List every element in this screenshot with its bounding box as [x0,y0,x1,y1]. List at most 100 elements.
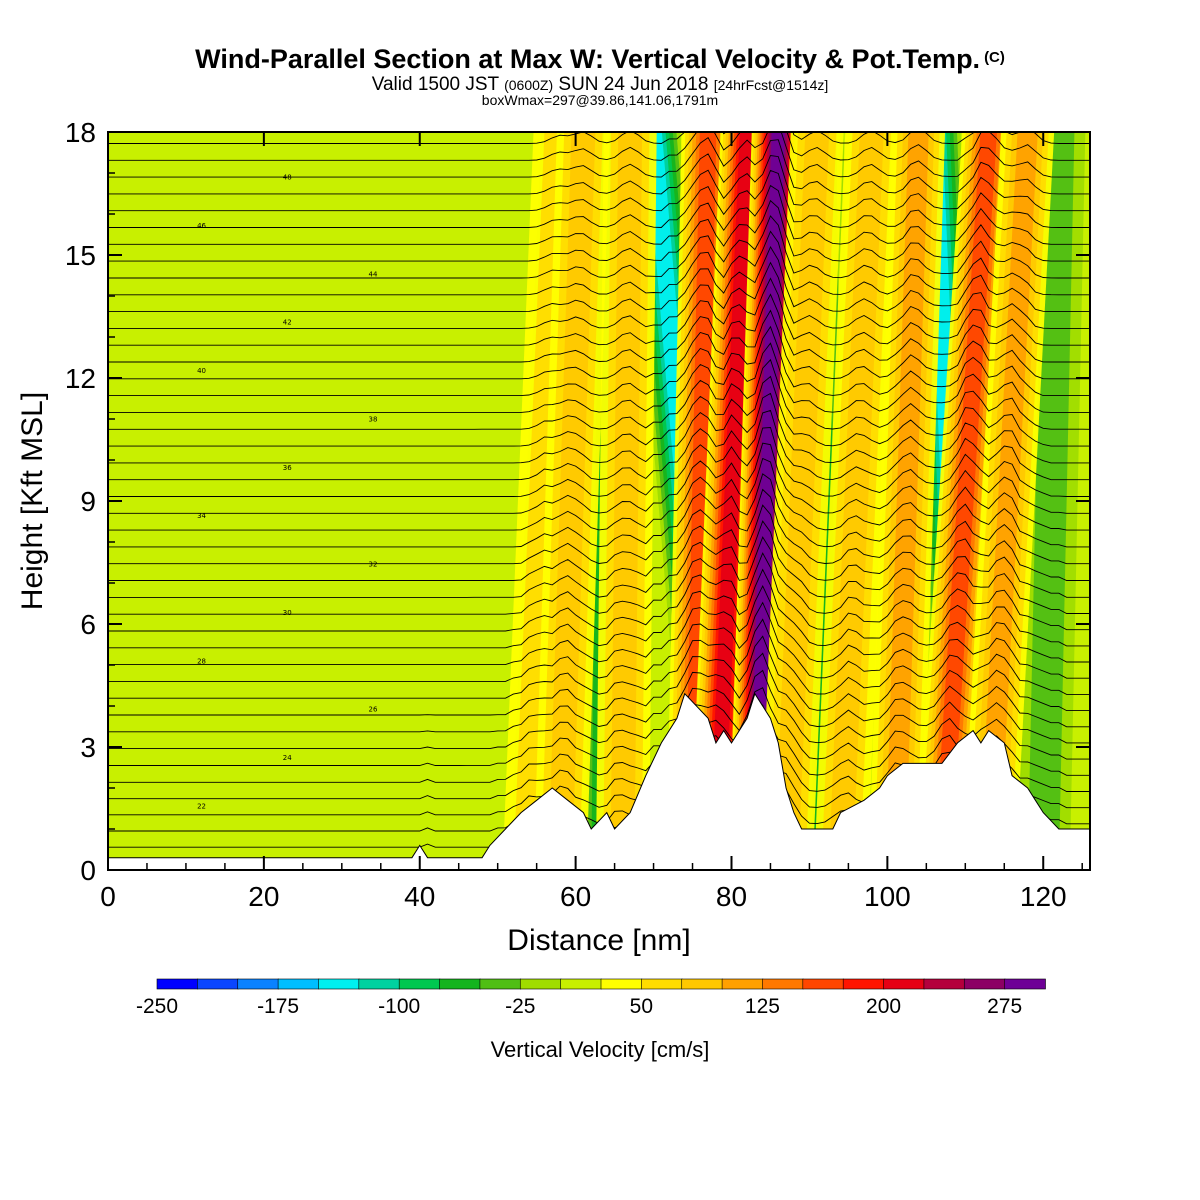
colorbar-label-275: 275 [987,995,1022,1018]
theta-label-42: 42 [283,319,292,327]
colorbar-swatch-13 [681,978,723,990]
colorbar-swatch-4 [318,978,360,990]
x-tick-label-0: 0 [100,881,116,912]
theta-label-22: 22 [197,803,206,811]
theta-contour-17 [108,488,1090,565]
updraft-band-10-level-3 [978,132,1038,870]
theta-contour-25 [108,358,1090,430]
theta-contour-43 [108,112,1090,127]
colorbar-label--175: -175 [257,995,299,1018]
y-tick-label-18: 18 [65,117,96,148]
theta-label-36: 36 [283,464,292,472]
colorbar-swatch-15 [762,978,804,990]
theta-contour-7 [108,652,1090,733]
theta-contour-9 [108,618,1090,699]
x-tick-label-100: 100 [864,881,911,912]
updraft-band-3-level-5 [684,132,717,870]
theta-contour-21 [108,427,1090,497]
theta-contour-6 [108,669,1090,750]
theta-label-30: 30 [283,609,292,617]
colorbar-swatch-14 [721,978,764,990]
theta-contour-35 [108,199,1090,262]
valid-forecast: [24hrFcst@1514z] [713,77,829,93]
y-tick-label-0: 0 [80,855,96,886]
colorbar-swatch-16 [802,978,844,990]
updraft-band-6-level-2 [774,132,830,870]
valid-zulu: (0600Z) [504,77,554,93]
theta-label-32: 32 [369,561,378,569]
theta-contour-38 [108,155,1090,212]
theta-contour-30 [108,277,1090,346]
theta-label-34: 34 [197,512,206,520]
theta-label-38: 38 [369,415,378,423]
updraft-band-4-level-7 [708,132,755,870]
colorbar: -250 -175 -100 -25 50 125 200 275 [136,978,1046,1018]
theta-label-26: 26 [369,706,378,714]
chart-subtitle: Valid 1500 JST (0600Z) SUN 24 Jun 2018 [… [0,74,1200,96]
valid-date: SUN 24 Jun 2018 [558,74,709,95]
theta-label-40: 40 [197,367,206,375]
vertical-velocity-field: 22 24 26 28 30 32 34 36 38 40 42 44 46 48 [108,112,1090,870]
colorbar-swatch-1 [197,978,239,990]
theta-contour-32 [108,246,1090,313]
theta-label-46: 46 [197,222,206,230]
valid-prefix: Valid 1500 JST [371,74,499,95]
theta-contour-41 [108,132,1090,161]
box-info: boxWmax=297@39.86,141.06,1791m [481,92,719,108]
colorbar-swatch-10 [560,978,602,990]
theta-label-44: 44 [369,270,378,278]
colorbar-swatch-7 [439,978,481,990]
theta-contour-8 [108,635,1090,716]
theta-label-24: 24 [283,754,292,762]
colorbar-label-50: 50 [630,995,653,1018]
x-tick-label-20: 20 [248,881,279,912]
y-tick-label-12: 12 [65,363,96,394]
colorbar-label-125: 125 [745,995,780,1018]
y-tick-label-9: 9 [80,486,96,517]
theta-contour-33 [108,230,1090,296]
x-tick-label-80: 80 [716,881,747,912]
theta-contour-10 [108,601,1090,682]
chart-title: Wind-Parallel Section at Max W: Vertical… [0,44,1200,75]
colorbar-swatch-12 [641,978,683,990]
colorbar-label-200: 200 [866,995,901,1018]
chart-title-mark: (C) [984,49,1005,66]
terrain-mask [108,692,1090,870]
colorbar-swatch-17 [842,978,885,990]
updraft-band-5-level-10 [748,132,785,870]
colorbar-swatch-18 [883,978,925,990]
colorbar-swatch-19 [923,978,966,990]
y-tick-label-3: 3 [80,732,96,763]
x-tick-label-40: 40 [404,881,435,912]
x-tick-label-60: 60 [560,881,591,912]
colorbar-swatch-3 [277,978,320,990]
theta-contour-36 [108,184,1090,245]
theta-contour-28 [108,309,1090,380]
y-tick-label-6: 6 [80,609,96,640]
theta-contour-15 [108,520,1090,598]
colorbar-swatch-6 [398,978,441,990]
colorbar-swatch-11 [600,978,643,990]
colorbar-swatch-9 [519,978,562,990]
theta-contour-39 [108,139,1090,195]
theta-contour-26 [108,342,1090,413]
updraft-band-1-level-2 [548,132,596,870]
theta-contour-37 [108,169,1090,228]
theta-contour-19 [108,457,1090,531]
colorbar-swatch-2 [237,978,279,990]
colorbar-label--25: -25 [505,995,535,1018]
theta-contour-40 [108,132,1090,178]
theta-label-28: 28 [197,657,206,665]
theta-contour-29 [108,293,1090,363]
colorbar-title: Vertical Velocity [cm/s] [491,1037,710,1062]
updraft-band-9-level-5 [933,132,997,870]
updraft-band-7-level-2 [828,132,884,870]
theta-contour-20 [108,442,1090,514]
theta-contour-5 [108,687,1090,766]
chart-title-text: Wind-Parallel Section at Max W: Vertical… [195,44,981,74]
theta-contour-13 [108,552,1090,632]
theta-contour-14 [108,536,1090,615]
theta-contour-42 [108,132,1090,144]
theta-contour-18 [108,473,1090,548]
colorbar-swatch-20 [963,978,1006,990]
